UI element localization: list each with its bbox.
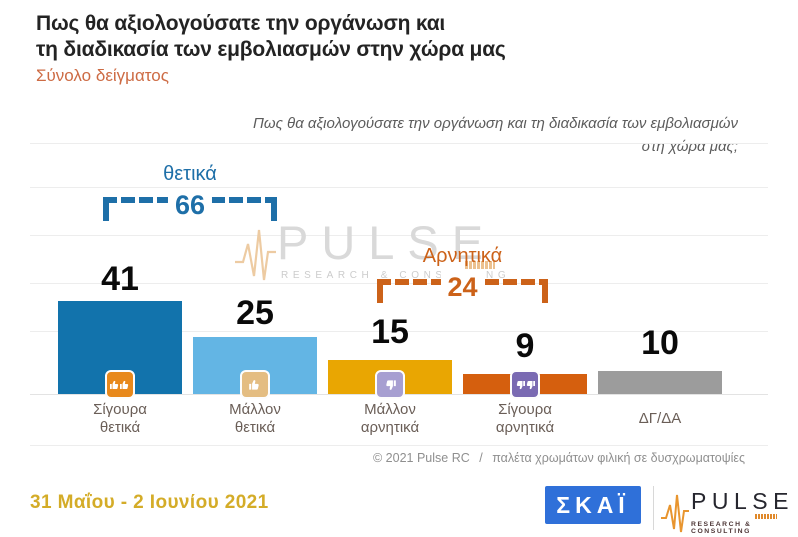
page-title-line2: τη διαδικασία των εμβολιασμών στην χώρα … — [36, 38, 506, 61]
pulse-wordmark: PULSE — [691, 488, 794, 514]
pulse-logo-stripes — [755, 514, 777, 519]
double-thumbs-down-icon — [510, 370, 540, 399]
negative-group-label: Αρνητικά — [422, 245, 503, 267]
pulse-waveform-icon — [661, 494, 689, 533]
bracket-end-right — [542, 279, 548, 303]
pulse-logo-subtitle: RESEARCH & CONSULTING — [691, 521, 752, 535]
thumbs-down-icon — [375, 370, 405, 399]
bar-dg-da — [598, 371, 722, 394]
negative-bracket: 24 — [377, 270, 548, 304]
negative-group-value: 24 — [440, 270, 485, 304]
page-title: Πως θα αξιολογούσατε την οργάνωση και τη… — [36, 11, 506, 63]
category-label: Μάλλον αρνητικά — [360, 401, 420, 436]
category-label: Σίγουρα θετικά — [93, 401, 147, 436]
category-label: ΔΓ/ΔΑ — [638, 410, 682, 427]
page-title-line1: Πως θα αξιολογούσατε την οργάνωση και — [36, 12, 446, 35]
gridline — [30, 445, 768, 446]
palette-note: παλέτα χρωμάτων φιλική σε δυσχρωματοψίες — [492, 451, 745, 465]
gridline — [30, 235, 768, 236]
copyright-text: © 2021 Pulse RC — [373, 451, 470, 465]
skai-logo: ΣΚΑΪ — [545, 486, 641, 524]
gridline — [30, 143, 768, 144]
watermark-subtitle: RESEARCH & CONSULTING — [281, 270, 511, 281]
positive-group-label: θετικά — [163, 163, 217, 185]
gridline — [30, 187, 768, 188]
double-thumbs-up-icon — [105, 370, 135, 399]
positive-bracket: 66 — [103, 188, 277, 222]
bar-value: 15 — [371, 313, 409, 351]
pulse-logo: PULSE RESEARCH & CONSULTING — [660, 487, 788, 535]
bar-value: 9 — [515, 327, 535, 365]
bracket-end-left — [103, 197, 109, 221]
survey-question: Πως θα αξιολογούσατε την οργάνωση και τη… — [253, 112, 738, 158]
sample-subtitle: Σύνολο δείγματος — [36, 66, 169, 85]
positive-group-value: 66 — [167, 188, 213, 222]
bar-value: 41 — [101, 260, 139, 298]
pulse-watermark: PULSE RESEARCH & CONSULTING — [233, 218, 563, 290]
bar-value: 10 — [641, 324, 679, 362]
survey-question-line1: Πως θα αξιολογούσατε την οργάνωση και τη… — [253, 115, 738, 132]
watermark-stripes — [465, 261, 495, 269]
gridline — [30, 331, 768, 332]
category-label: Σίγουρα αρνητικά — [495, 401, 555, 436]
fieldwork-date: 31 Μαΐου - 2 Ιουνίου 2021 — [30, 492, 269, 513]
bracket-end-left — [377, 279, 383, 303]
credit-separator: / — [479, 451, 483, 465]
bar-value: 25 — [236, 294, 274, 332]
pulse-waveform-icon — [235, 229, 276, 281]
logo-divider — [653, 486, 654, 530]
bracket-end-right — [271, 197, 277, 221]
watermark-wordmark: PULSE — [277, 216, 497, 269]
category-label: Μάλλον θετικά — [229, 401, 281, 436]
copyright-note: © 2021 Pulse RC / παλέτα χρωμάτων φιλική… — [367, 451, 745, 465]
thumbs-up-icon — [240, 370, 270, 399]
survey-question-line2: στη χώρα μας; — [641, 138, 738, 155]
